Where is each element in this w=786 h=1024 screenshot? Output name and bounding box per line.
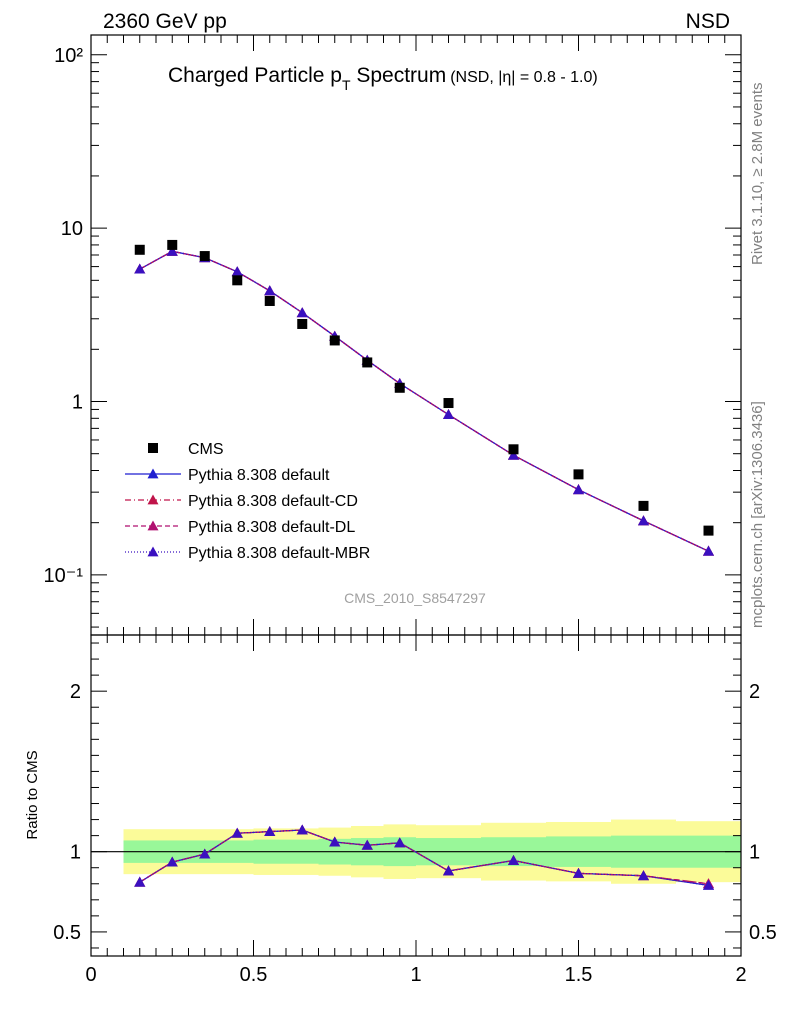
ratio-y-tick-label-right: 2 (749, 681, 760, 703)
header-right-label: NSD (686, 10, 730, 33)
title-extra-text: (NSD, |η| = 0.8 - 1.0) (450, 69, 597, 86)
ratio-y-tick-label-right: 1 (749, 842, 760, 864)
main-series-marker (638, 515, 649, 526)
cms-data-point (703, 525, 714, 536)
ratio-series-marker (166, 856, 178, 867)
ratio-y-axis-label: Ratio to CMS (24, 750, 41, 839)
main-y-tick-label: 10 (61, 218, 83, 240)
main-y-tick-label: 10² (54, 45, 83, 67)
main-plot-title: Charged Particle pT Spectrum (NSD, |η| = … (168, 64, 598, 93)
main-series-line (139, 250, 709, 552)
cms-data-point (199, 251, 210, 262)
x-tick-label: 1.5 (565, 964, 593, 986)
main-plot-panel: 1 10 10² 10⁻¹ (44, 34, 742, 636)
legend-marker (147, 546, 159, 557)
main-series-marker (508, 449, 519, 460)
main-series-marker (134, 263, 146, 274)
ratio-series-marker (443, 865, 454, 876)
cms-data-point (394, 382, 405, 393)
legend-entry-label: CMS (188, 441, 224, 458)
ratio-plot-frame (90, 634, 742, 957)
main-series-marker (264, 285, 276, 296)
ratio-series-marker (199, 848, 211, 859)
ratio-series-marker (394, 837, 406, 848)
ratio-series-marker (703, 879, 714, 890)
ratio-series-marker (134, 876, 146, 887)
main-series-marker (231, 266, 243, 277)
ratio-y-tick-label-left: 0.5 (53, 922, 81, 944)
cms-data-point (638, 500, 649, 511)
x-tick-label: 2 (735, 964, 746, 986)
title-rest-text: Spectrum (351, 64, 447, 87)
ratio-plot-panel: 0.5 0.51 12 20 0.5 1 1.5 2 (53, 634, 777, 986)
ratio-series-marker (638, 870, 649, 881)
x-tick-label: 1 (410, 964, 421, 986)
cms-data-point (134, 244, 145, 255)
cms-data-point (264, 295, 275, 306)
ratio-y-tick-label-right: 0.5 (749, 922, 777, 944)
cms-data-point (362, 357, 373, 368)
cms-data-point (443, 398, 454, 409)
analysis-watermark: CMS_2010_S8547297 (344, 590, 486, 606)
cms-data-point (167, 239, 178, 250)
ratio-series-marker (329, 836, 341, 847)
main-y-tick-label: 10⁻¹ (44, 565, 84, 587)
main-series-marker (443, 409, 454, 420)
mcplots-reference-label: mcplots.cern.ch [arXiv:1306.3436] (749, 401, 766, 628)
main-series-marker (166, 245, 178, 256)
header-left-label: 2360 GeV pp (103, 10, 227, 33)
legend: CMS Pythia 8.308 default Pythia 8.308 defa… (125, 441, 370, 562)
main-series-marker (573, 484, 584, 495)
main-y-tick-label: 1 (72, 392, 83, 414)
rivet-version-label: Rivet 3.1.10, ≥ 2.8M events (749, 83, 766, 266)
main-series-marker (703, 545, 714, 556)
legend-marker (147, 468, 159, 479)
cms-data-point (329, 335, 340, 346)
cms-data-point (297, 318, 308, 329)
ratio-series-line (139, 829, 709, 885)
ratio-y-tick-label-left: 2 (70, 681, 81, 703)
x-tick-label: 0 (85, 964, 96, 986)
title-main-text: Charged Particle p (168, 64, 342, 87)
ratio-series-line (139, 829, 709, 887)
legend-entry-label: Pythia 8.308 default (188, 467, 330, 484)
cms-data-point (232, 275, 243, 286)
title-subscript-text: T (342, 77, 351, 93)
ratio-series-marker (573, 867, 584, 878)
legend-marker (147, 520, 159, 531)
ratio-series-marker (508, 855, 519, 865)
legend-marker-cms (148, 443, 158, 453)
ratio-series-marker (264, 826, 276, 837)
cms-data-point (508, 444, 519, 455)
legend-entry-label: Pythia 8.308 default-DL (188, 519, 355, 536)
ratio-series-marker (361, 839, 373, 850)
legend-marker (147, 494, 159, 505)
legend-entry-label: Pythia 8.308 default-MBR (188, 545, 370, 562)
x-tick-label: 0.5 (240, 964, 268, 986)
cms-data-point (573, 469, 584, 480)
legend-entry-label: Pythia 8.308 default-CD (188, 493, 358, 510)
ratio-series-marker (296, 824, 308, 835)
ratio-series-marker (231, 827, 243, 838)
ratio-y-tick-label-left: 1 (70, 842, 81, 864)
main-series-marker (296, 307, 308, 318)
